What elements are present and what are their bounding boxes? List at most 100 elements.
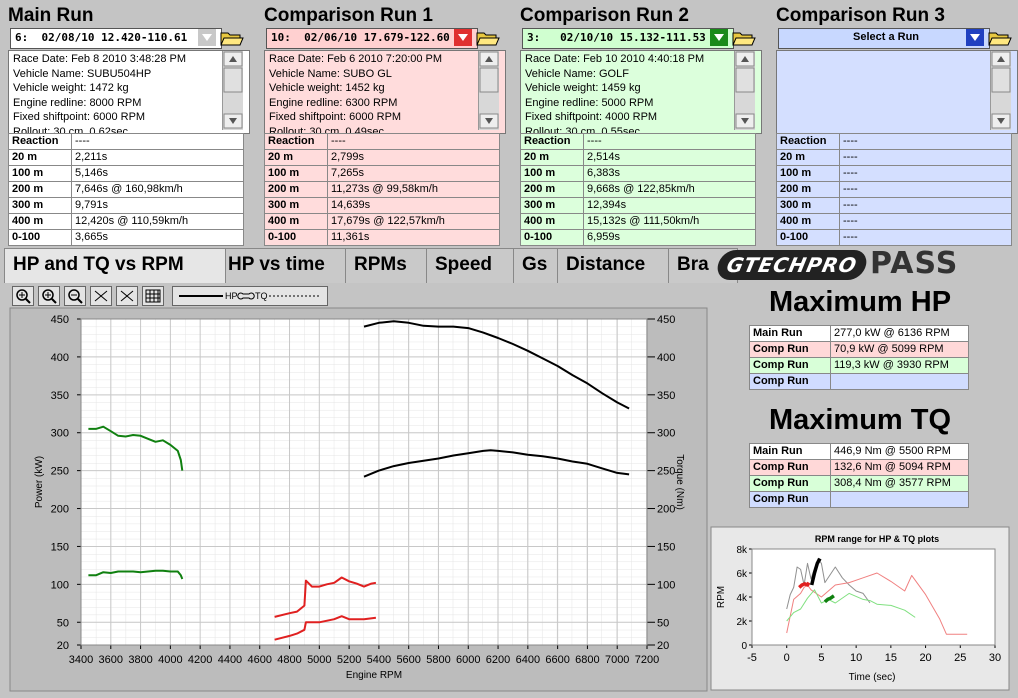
run-select[interactable]: 10: 02/06/10 17.679-122.60 — [266, 28, 478, 49]
zoom-in-button[interactable] — [12, 286, 34, 306]
result-label: 200 m — [264, 181, 328, 198]
x-tick-label: 4000 — [158, 654, 182, 666]
max-table: Main Run 277,0 kW @ 6136 RPM Comp Run 70,9 … — [749, 325, 969, 390]
result-label: 200 m — [8, 181, 72, 198]
results-row: 300 m ---- — [776, 197, 1012, 214]
result-label: Reaction — [520, 133, 584, 150]
x-tick-label: 25 — [954, 652, 966, 664]
result-label: 0-100 — [520, 229, 584, 246]
info-line: Rollout: 30 cm, 0,55sec — [525, 125, 640, 134]
y-tick-label: 150 — [51, 541, 69, 553]
zoom-out-button[interactable] — [64, 286, 86, 306]
x-axis-label: Time (sec) — [849, 672, 896, 683]
open-folder[interactable] — [220, 29, 244, 47]
grid-button[interactable] — [142, 286, 164, 306]
data-line — [809, 557, 822, 586]
y-tick-label: 2k — [736, 617, 748, 628]
run-info: Race Date: Feb 8 2010 3:48:28 PM Vehicle … — [8, 50, 250, 134]
minor-grid — [81, 319, 647, 645]
result-label: 0-100 — [264, 229, 328, 246]
data-line — [274, 576, 377, 618]
y2-tick-label: 350 — [657, 390, 675, 402]
scrollbar[interactable] — [478, 51, 499, 130]
result-value: 12,420s @ 110,59km/h — [71, 213, 244, 230]
max-row: Comp Run — [749, 373, 969, 390]
scrollbar[interactable] — [222, 51, 243, 130]
max-row: Comp Run — [749, 491, 969, 508]
result-value: ---- — [839, 133, 1012, 150]
result-label: Reaction — [264, 133, 328, 150]
result-label: Reaction — [8, 133, 72, 150]
select-arrow[interactable] — [454, 29, 472, 46]
result-label: 0-100 — [776, 229, 840, 246]
max-label: Comp Run — [749, 373, 831, 390]
open-folder[interactable] — [732, 29, 756, 47]
select-arrow[interactable] — [966, 29, 984, 46]
scrollbar[interactable] — [734, 51, 755, 130]
tab[interactable]: HP and TQ vs RPM — [4, 248, 226, 283]
x-tick-label: 7000 — [605, 654, 629, 666]
result-label: 400 m — [8, 213, 72, 230]
tab[interactable]: Distance — [557, 248, 675, 283]
select-arrow[interactable] — [198, 29, 216, 46]
max-title: Maximum TQ — [768, 404, 952, 436]
result-label: 0-100 — [8, 229, 72, 246]
info-line: Fixed shiftpoint: 6000 RPM — [13, 111, 146, 123]
toolbar — [12, 286, 172, 306]
pan-button[interactable] — [90, 286, 112, 306]
run-select[interactable]: 6: 02/08/10 12.420-110.61 — [10, 28, 222, 49]
info-line: Rollout: 30 cm, 0,62sec — [13, 125, 128, 134]
y-tick-label: 300 — [51, 428, 69, 440]
info-line: Vehicle weight: 1459 kg — [525, 82, 641, 94]
max-label: Comp Run — [749, 491, 831, 508]
result-label: 400 m — [776, 213, 840, 230]
result-value: ---- — [839, 229, 1012, 246]
plot-border — [80, 318, 648, 646]
results-row: 300 m 12,394s — [520, 197, 756, 214]
data-line — [786, 589, 916, 622]
x-tick-label: 6400 — [516, 654, 540, 666]
info-line: Engine redline: 5000 RPM — [525, 96, 654, 109]
results-row: 20 m 2,514s — [520, 149, 756, 166]
max-row: Main Run 277,0 kW @ 6136 RPM — [749, 325, 969, 342]
result-label: Reaction — [776, 133, 840, 150]
tab[interactable]: Speed — [426, 248, 520, 283]
result-value: ---- — [839, 197, 1012, 214]
info-line: Race Date: Feb 6 2010 7:20:00 PM — [269, 53, 443, 65]
results-row: 100 m 5,146s — [8, 165, 244, 182]
run-title: Comparison Run 2 — [520, 5, 689, 26]
open-folder[interactable] — [476, 29, 500, 47]
small-plot-area — [752, 549, 995, 645]
info-line: Vehicle weight: 1452 kg — [269, 82, 385, 94]
open-folder[interactable] — [988, 29, 1012, 47]
result-label: 300 m — [264, 197, 328, 214]
tab[interactable]: RPMs — [345, 248, 433, 283]
run-select[interactable]: Select a Run — [778, 28, 990, 49]
result-label: 20 m — [8, 149, 72, 166]
fit-button[interactable] — [116, 286, 138, 306]
results-row: 200 m ---- — [776, 181, 1012, 198]
zoom-box-button[interactable] — [38, 286, 60, 306]
results-row: 100 m 6,383s — [520, 165, 756, 182]
y-tick-label: 100 — [51, 579, 69, 591]
result-value: 9,668s @ 122,85km/h — [583, 181, 756, 198]
result-value: 6,959s — [583, 229, 756, 246]
result-value: ---- — [583, 133, 756, 150]
max-value: 446,9 Nm @ 5500 RPM — [830, 443, 969, 460]
y-tick-label: 450 — [51, 314, 69, 326]
data-line — [88, 425, 184, 471]
result-value: 2,211s — [71, 149, 244, 166]
scrollbar[interactable] — [990, 51, 1011, 130]
y-axis-label: RPM — [716, 586, 727, 608]
tab[interactable]: HP vs time — [219, 248, 351, 283]
run-select[interactable]: 3: 02/10/10 15.132-111.53 — [522, 28, 734, 49]
x-tick-label: 20 — [919, 652, 931, 664]
result-value: ---- — [839, 149, 1012, 166]
results-row: 20 m 2,799s — [264, 149, 500, 166]
run-info: Race Date: Feb 10 2010 4:40:18 PM Vehicle… — [520, 50, 762, 134]
results-row: 300 m 14,639s — [264, 197, 500, 214]
result-label: 300 m — [8, 197, 72, 214]
result-value: 15,132s @ 111,50km/h — [583, 213, 756, 230]
logo: GTECHPRO — [724, 253, 860, 277]
select-arrow[interactable] — [710, 29, 728, 46]
